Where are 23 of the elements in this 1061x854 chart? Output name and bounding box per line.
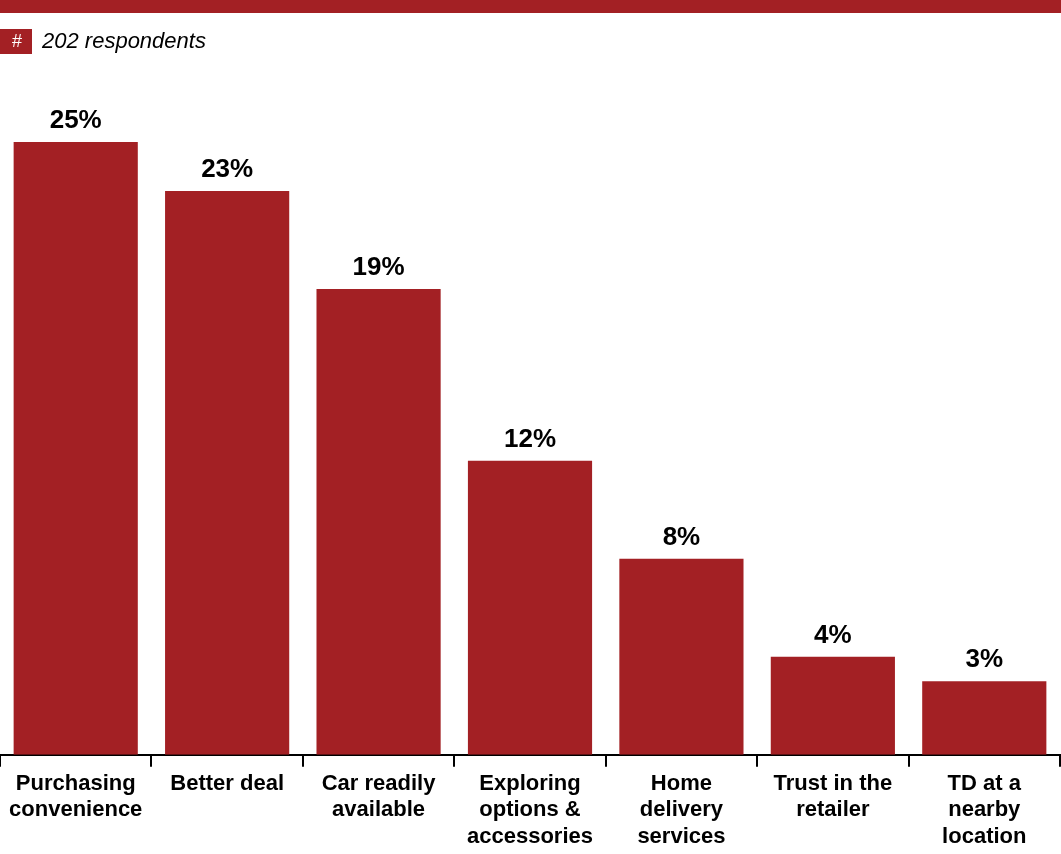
bar [467, 460, 593, 755]
chart-subtitle: 202 respondents [42, 28, 206, 54]
x-tick-label: Exploring options & accessories [467, 770, 593, 848]
bar [165, 191, 290, 755]
x-tick-label: Trust in the retailer [773, 770, 893, 822]
text: # [0, 28, 33, 54]
bar [619, 558, 744, 755]
bar [13, 142, 138, 755]
bar [316, 289, 441, 755]
data-label: 4% [814, 618, 852, 649]
bar [770, 656, 895, 755]
x-tick-label: Better deal [170, 770, 284, 796]
x-tick-label: TD at a nearby location [942, 770, 1027, 848]
data-label: 3% [965, 643, 1004, 674]
data-label: 8% [662, 520, 701, 551]
x-tick-label: Home delivery services [637, 770, 726, 848]
x-tick-label: Car readily available [321, 770, 437, 822]
data-label: 12% [503, 422, 557, 453]
x-tick-label: Purchasing convenience [9, 770, 143, 822]
bar [922, 681, 1047, 755]
data-label: 23% [201, 153, 254, 184]
data-label: 25% [49, 104, 102, 135]
data-label: 19% [352, 251, 405, 282]
